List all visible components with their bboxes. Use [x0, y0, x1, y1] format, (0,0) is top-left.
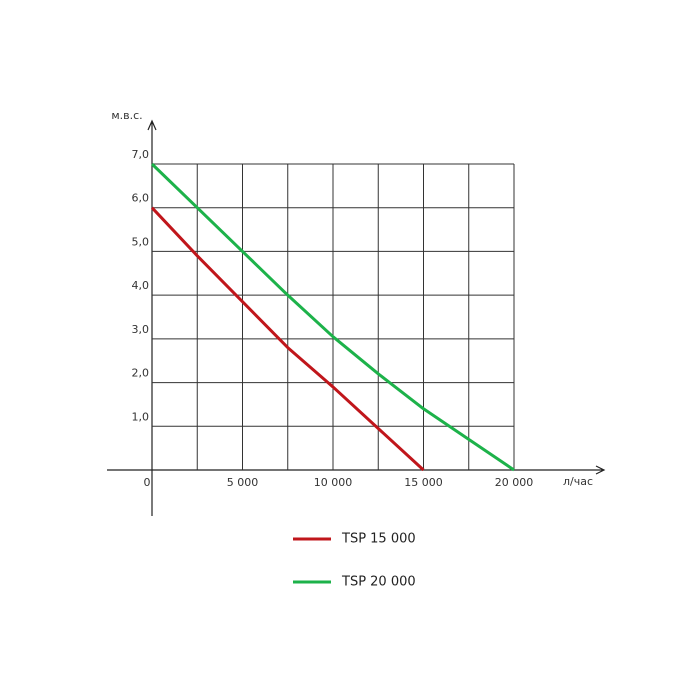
series-line — [150, 206, 425, 472]
x-tick-label: 20 000 — [495, 476, 534, 489]
legend-label: TSP 20 000 — [341, 575, 416, 590]
y-tick-label: 2,0 — [132, 367, 150, 380]
x-tick-label: 5 000 — [227, 476, 259, 489]
x-axis-label: л/час — [563, 475, 593, 488]
x-tick-label: 0 — [144, 476, 151, 489]
y-tick-label: 1,0 — [132, 410, 150, 423]
y-axis-label: м.в.с. — [111, 109, 142, 122]
series-line — [150, 162, 515, 472]
x-tick-label: 10 000 — [314, 476, 353, 489]
x-axis — [107, 465, 606, 475]
legend-label: TSP 15 000 — [341, 532, 416, 547]
y-tick-label: 6,0 — [132, 192, 150, 205]
y-tick-label: 3,0 — [132, 323, 150, 336]
y-tick-label: 5,0 — [132, 235, 150, 248]
y-tick-label: 7,0 — [132, 148, 150, 161]
x-tick-label: 15 000 — [404, 476, 443, 489]
y-tick-label: 4,0 — [132, 279, 150, 292]
y-axis — [147, 119, 157, 516]
